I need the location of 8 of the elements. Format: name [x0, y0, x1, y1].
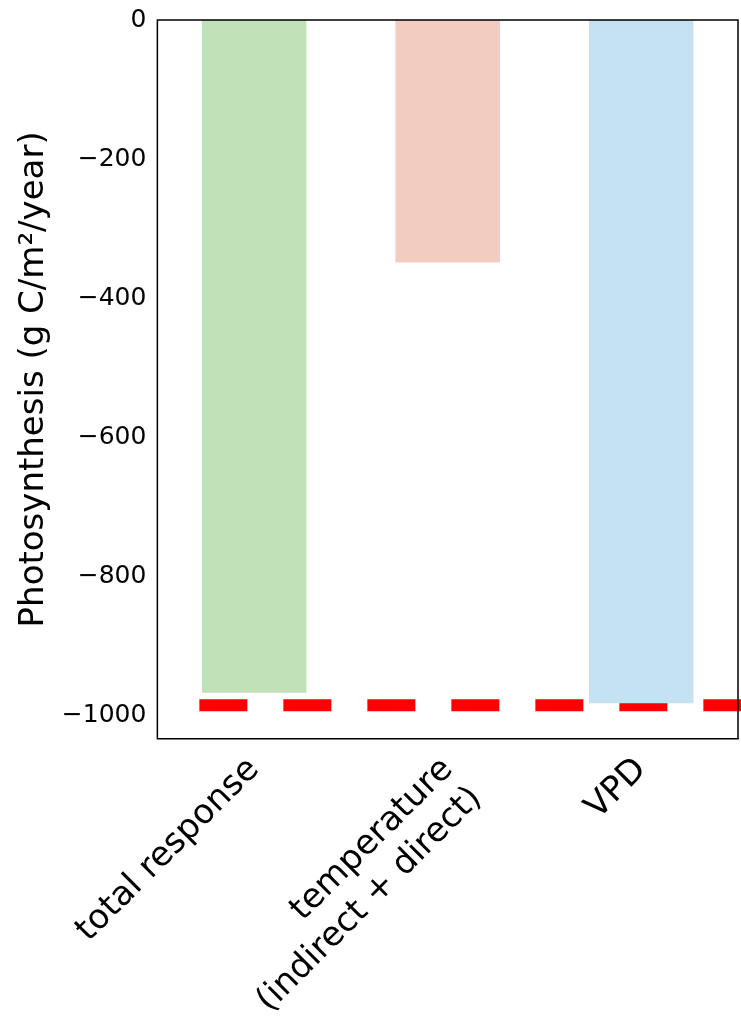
y-tick-label: −200	[77, 142, 147, 172]
y-tick-label: −400	[77, 281, 147, 311]
y-tick-label: −600	[77, 420, 147, 450]
y-axis-title: Photosynthesis (g C/m²/year)	[11, 131, 52, 628]
y-tick-label: 0	[130, 3, 147, 33]
x-tick-label: VPD	[575, 747, 654, 826]
y-tick-label: −800	[77, 559, 147, 589]
y-tick-label: −1000	[61, 698, 147, 728]
